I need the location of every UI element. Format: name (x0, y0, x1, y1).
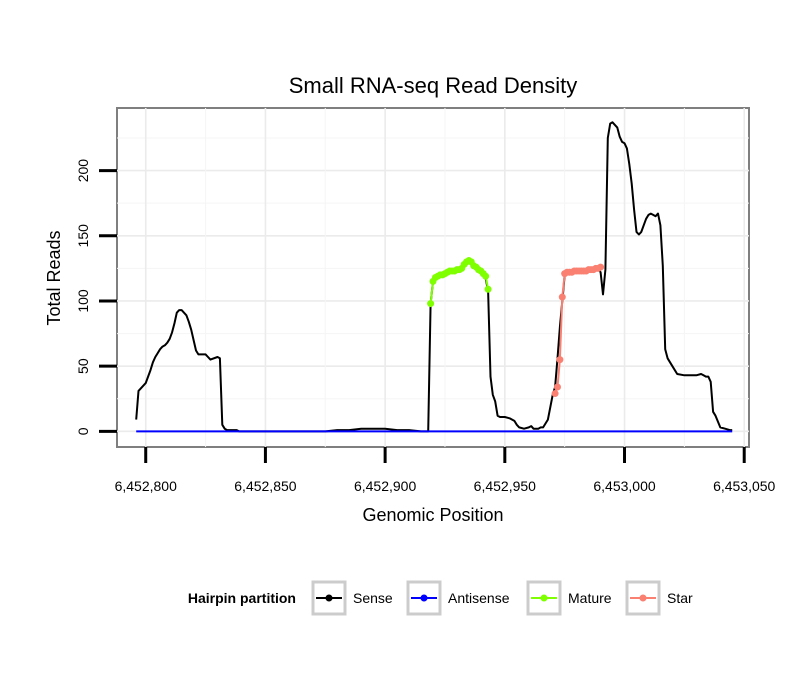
x-tick-label: 6,452,900 (354, 478, 416, 494)
y-axis: 0 50 100 150 200 (75, 159, 117, 435)
data-point-mature (427, 300, 435, 308)
data-point-star (558, 293, 566, 301)
x-tick-label: 6,452,950 (474, 478, 536, 494)
x-tick-label: 6,453,050 (713, 478, 775, 494)
legend-dot-star (639, 594, 647, 602)
legend-title: Hairpin partition (188, 590, 296, 606)
chart-title: Small RNA-seq Read Density (289, 73, 578, 98)
data-point-mature (484, 285, 492, 293)
legend-dot-sense (325, 594, 333, 602)
series-line-sense (135, 121, 733, 433)
x-tick-label: 6,452,800 (115, 478, 177, 494)
y-axis-label: Total Reads (44, 230, 64, 325)
legend-dot-mature (540, 594, 548, 602)
data-series (135, 121, 733, 433)
y-tick-label: 0 (75, 427, 91, 435)
data-point-mature (482, 272, 490, 280)
legend-label-mature: Mature (568, 590, 612, 606)
data-point-star (597, 263, 605, 271)
legend-label-sense: Sense (353, 590, 393, 606)
x-tick-label: 6,452,850 (234, 478, 296, 494)
y-tick-label: 150 (75, 224, 91, 248)
legend-label-antisense: Antisense (448, 590, 510, 606)
y-tick-label: 200 (75, 159, 91, 183)
data-point-star (551, 390, 559, 398)
x-axis: 6,452,800 6,452,850 6,452,900 6,452,950 6,45… (115, 447, 776, 494)
data-point-star (556, 356, 564, 364)
legend-label-star: Star (667, 590, 693, 606)
y-tick-label: 50 (75, 358, 91, 374)
legend: Hairpin partition Sense Antisense Mature St… (188, 580, 693, 616)
y-tick-label: 100 (75, 289, 91, 313)
x-tick-label: 6,453,000 (593, 478, 655, 494)
x-axis-label: Genomic Position (362, 505, 503, 525)
data-point-star (553, 383, 561, 391)
legend-dot-antisense (420, 594, 428, 602)
